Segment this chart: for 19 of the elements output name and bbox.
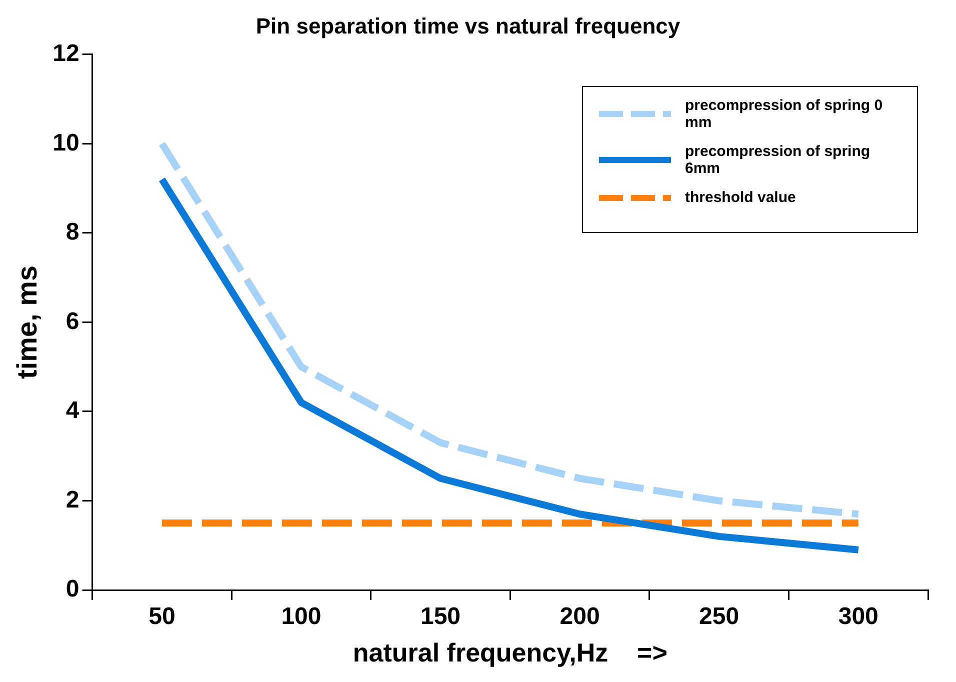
y-tick-label: 6	[66, 308, 80, 335]
x-tick-label: 150	[420, 603, 461, 630]
y-axis-title: time, ms	[12, 265, 43, 380]
x-tick-label: 100	[281, 603, 322, 630]
x-axis-title: natural frequency,Hz =>	[352, 638, 668, 668]
chart-title: Pin separation time vs natural frequency	[256, 13, 681, 38]
y-tick-label: 12	[52, 40, 80, 68]
y-tick-label: 0	[66, 576, 80, 603]
y-tick-label: 4	[66, 397, 80, 424]
x-tick-label: 50	[148, 603, 176, 630]
legend-label: precompression of spring 0 mm	[685, 97, 884, 131]
y-tick-label: 8	[66, 218, 80, 246]
x-tick-label: 250	[699, 603, 740, 630]
y-tick-label: 2	[66, 486, 80, 514]
y-tick-label: 10	[52, 129, 80, 156]
x-tick-label: 200	[560, 603, 600, 630]
legend-label: precompression of spring 6mm	[685, 143, 872, 177]
legend-label: threshold value	[685, 189, 796, 206]
x-tick-label: 300	[838, 603, 878, 630]
